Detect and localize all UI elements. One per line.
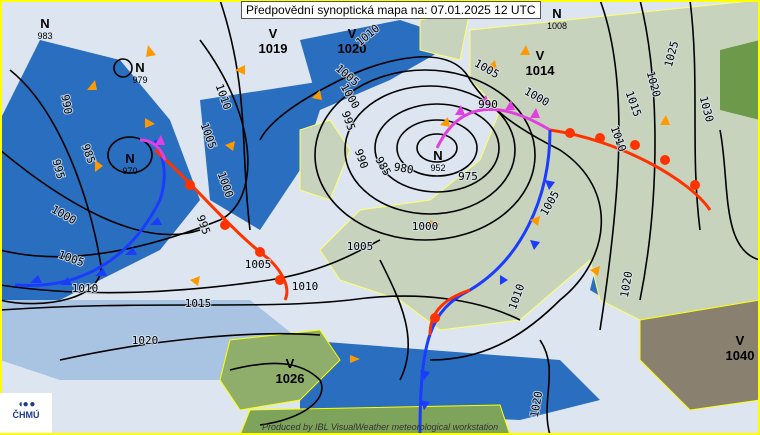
pressure-center-type: V: [286, 356, 295, 371]
pressure-center-value: 979: [132, 75, 147, 85]
isobar-label: 975: [458, 170, 478, 183]
occluded-front: [435, 107, 551, 149]
pressure-center-type: V: [348, 26, 357, 41]
occluded-front: [139, 138, 167, 161]
isobar-label: 980: [393, 160, 415, 176]
pressure-center-value: 1014: [526, 63, 556, 78]
pressure-center-type: N: [40, 16, 49, 31]
pressure-center-value: 1008: [547, 21, 567, 31]
pressure-center-value: 1019: [259, 41, 288, 56]
pressure-center-type: V: [736, 333, 745, 348]
isobar-label: 1005: [245, 258, 272, 271]
logo-mark: ◖● ●: [17, 399, 36, 410]
chmu-logo: ◖● ● ČHMÚ: [0, 393, 52, 433]
land-areas: [219, 0, 760, 435]
isobar-label: 1015: [185, 297, 212, 310]
warm-front: [428, 288, 471, 336]
pressure-center-type: N: [125, 151, 134, 166]
isobar-label: 1010: [292, 280, 319, 293]
pressure-center-value: 1026: [276, 371, 305, 386]
logo-name: ČHMÚ: [12, 410, 40, 420]
isobar-label: 1020: [132, 334, 159, 347]
fronts: [14, 95, 712, 435]
pressure-center-value: 970: [122, 166, 137, 176]
warm-front: [549, 128, 712, 211]
pressure-center-value: 952: [430, 163, 445, 173]
pressure-center-type: N: [135, 60, 144, 75]
pressure-center-value: 983: [37, 31, 52, 41]
isobar-label: 995: [50, 158, 68, 181]
isobar-label: 990: [478, 98, 498, 111]
isobar-label: 985: [79, 142, 98, 165]
pressure-center-type: N: [433, 148, 442, 163]
pressure-center-type: V: [269, 26, 278, 41]
map-title: Předpovědní synoptická mapa na: 07.01.20…: [241, 1, 541, 19]
isobar-label: 1010: [72, 282, 99, 295]
isobar-label: 1020: [618, 270, 635, 298]
isobar-label: 990: [58, 93, 74, 115]
pressure-center-value: 1040: [726, 348, 755, 363]
isobar-label: 1020: [528, 390, 545, 418]
isobar-label: 1005: [347, 240, 374, 253]
wind-arrows: [87, 45, 670, 363]
pressure-center-value: 1020: [338, 41, 367, 56]
credit-text: Produced by IBL VisualWeather meteorolog…: [262, 422, 499, 432]
pressure-center-type: V: [536, 48, 545, 63]
isobar-label: 1000: [412, 220, 439, 233]
pressure-center-type: N: [552, 6, 561, 21]
